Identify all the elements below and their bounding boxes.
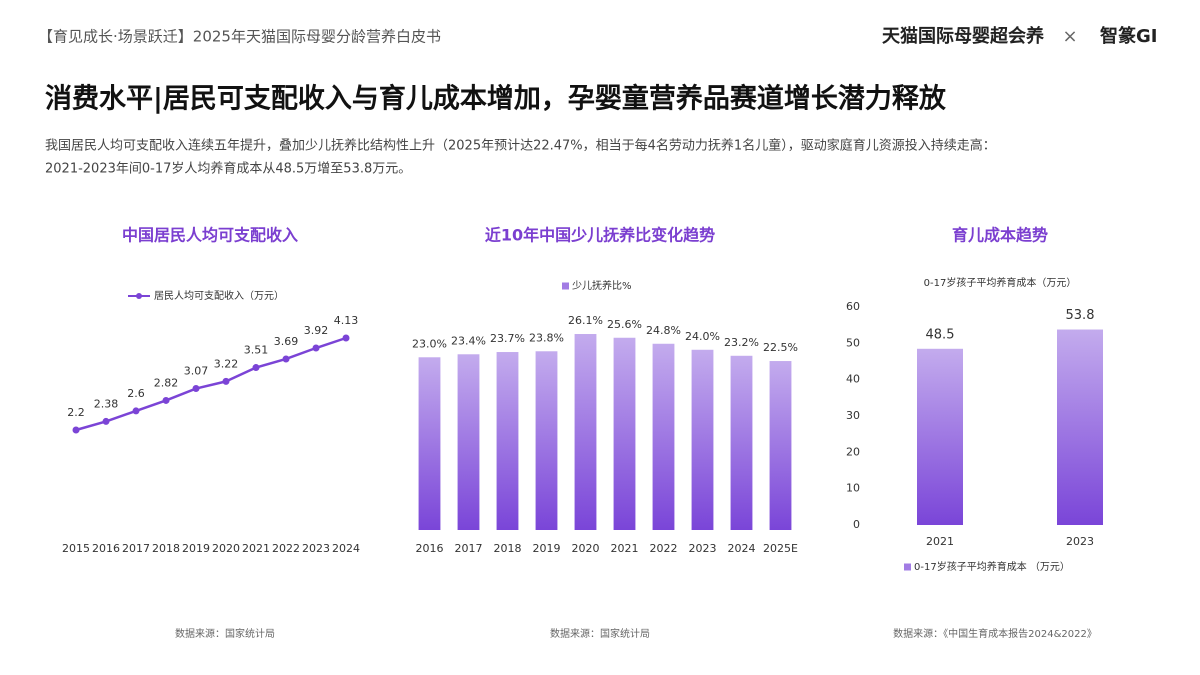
point	[342, 334, 350, 342]
x-tick-label: 2016	[416, 542, 444, 555]
data-label: 23.8%	[529, 331, 564, 344]
data-label: 24.0%	[685, 330, 720, 343]
x-tick-label: 2025E	[763, 542, 798, 555]
data-label: 3.07	[184, 365, 209, 378]
bar	[496, 352, 519, 530]
x-tick-label: 2018	[494, 542, 522, 555]
bar	[917, 348, 963, 525]
data-label: 23.4%	[451, 334, 486, 347]
data-label: 2.82	[154, 376, 179, 389]
point	[102, 417, 110, 425]
x-tick-label: 2021	[242, 542, 270, 555]
data-label: 26.1%	[568, 314, 603, 327]
y-tick-label: 50	[846, 336, 860, 349]
point	[192, 385, 200, 393]
legend-swatch	[562, 282, 569, 290]
bar	[457, 354, 480, 530]
data-label: 22.5%	[763, 341, 798, 354]
description: 我国居民人均可支配收入连续五年提升，叠加少儿抚养比结构性上升（2025年预计达2…	[45, 138, 996, 154]
bar	[652, 343, 675, 530]
data-label: 23.0%	[412, 337, 447, 350]
y-tick-label: 20	[846, 445, 860, 458]
bar	[1057, 329, 1103, 525]
bar	[730, 355, 753, 530]
data-label: 23.2%	[724, 336, 759, 349]
data-label: 53.8	[1066, 308, 1095, 323]
line	[75, 336, 347, 432]
point	[222, 377, 230, 385]
x-tick-label: 2019	[182, 542, 210, 555]
y-axis-title: 0-17岁孩子平均养育成本（万元）	[924, 276, 1077, 289]
partner-logo: 智篆GI	[1100, 25, 1157, 47]
data-label: 2.6	[127, 387, 145, 400]
chart-title: 育儿成本趋势	[952, 226, 1048, 245]
x-tick-label: 2021	[926, 535, 954, 548]
legend-label: 0-17岁孩子平均养育成本 （万元）	[914, 560, 1070, 573]
point	[252, 364, 260, 372]
times: ×	[1062, 26, 1077, 47]
data-label: 3.22	[214, 357, 239, 370]
x-tick-label: 2022	[272, 542, 300, 555]
data-label: 25.6%	[607, 318, 642, 331]
x-tick-label: 2023	[689, 542, 717, 555]
data-label: 2.38	[94, 397, 119, 410]
data-label: 48.5	[926, 327, 955, 342]
x-tick-label: 2016	[92, 542, 120, 555]
point	[282, 355, 290, 363]
chart-title: 中国居民人均可支配收入	[122, 226, 298, 245]
data-label: 4.13	[334, 314, 359, 327]
legend-marker	[136, 293, 142, 299]
bar	[769, 361, 792, 530]
point	[72, 426, 80, 434]
x-tick-label: 2020	[212, 542, 240, 555]
brand-logo: 天猫国际母婴超会养	[882, 25, 1045, 47]
y-tick-label: 10	[846, 482, 860, 495]
data-label: 3.92	[304, 324, 329, 337]
data-label: 2.2	[67, 406, 85, 419]
chart-title: 近10年中国少儿抚养比变化趋势	[485, 226, 715, 245]
bar	[535, 351, 558, 530]
legend-swatch	[904, 563, 911, 571]
legend-label: 少儿抚养比%	[572, 279, 632, 292]
point	[132, 407, 140, 415]
source: 数据来源：国家统计局	[550, 627, 650, 640]
x-tick-label: 2018	[152, 542, 180, 555]
x-tick-label: 2023	[1066, 535, 1094, 548]
bar	[574, 334, 597, 530]
description: 2021-2023年间0-17岁人均养育成本从48.5万增至53.8万元。	[45, 161, 411, 177]
x-tick-label: 2020	[572, 542, 600, 555]
x-tick-label: 2019	[533, 542, 561, 555]
data-label: 23.7%	[490, 332, 525, 345]
y-tick-label: 40	[846, 373, 860, 386]
y-tick-label: 30	[846, 409, 860, 422]
bar	[691, 349, 714, 530]
y-tick-label: 60	[846, 300, 860, 313]
slide-title: 消费水平|居民可支配收入与育儿成本增加，孕婴童营养品赛道增长潜力释放	[45, 83, 947, 115]
x-tick-label: 2021	[611, 542, 639, 555]
x-tick-label: 2022	[650, 542, 678, 555]
bar	[613, 337, 636, 530]
x-tick-label: 2017	[122, 542, 150, 555]
legend-label: 居民人均可支配收入（万元）	[154, 289, 284, 302]
x-tick-label: 2015	[62, 542, 90, 555]
source: 数据来源：国家统计局	[175, 627, 275, 640]
data-label: 3.51	[244, 344, 269, 357]
point	[162, 396, 170, 404]
x-tick-label: 2023	[302, 542, 330, 555]
x-tick-label: 2024	[332, 542, 360, 555]
x-tick-label: 2017	[455, 542, 483, 555]
report-name: 【育见成长·场景跃迁】2025年天猫国际母婴分龄营养白皮书	[38, 28, 441, 46]
x-tick-label: 2024	[728, 542, 756, 555]
data-label: 24.8%	[646, 324, 681, 337]
point	[312, 344, 320, 352]
y-tick-label: 0	[853, 518, 860, 531]
data-label: 3.69	[274, 335, 299, 348]
bar	[418, 357, 441, 530]
source: 数据来源：《中国生育成本报告2024&2022》	[893, 627, 1097, 640]
